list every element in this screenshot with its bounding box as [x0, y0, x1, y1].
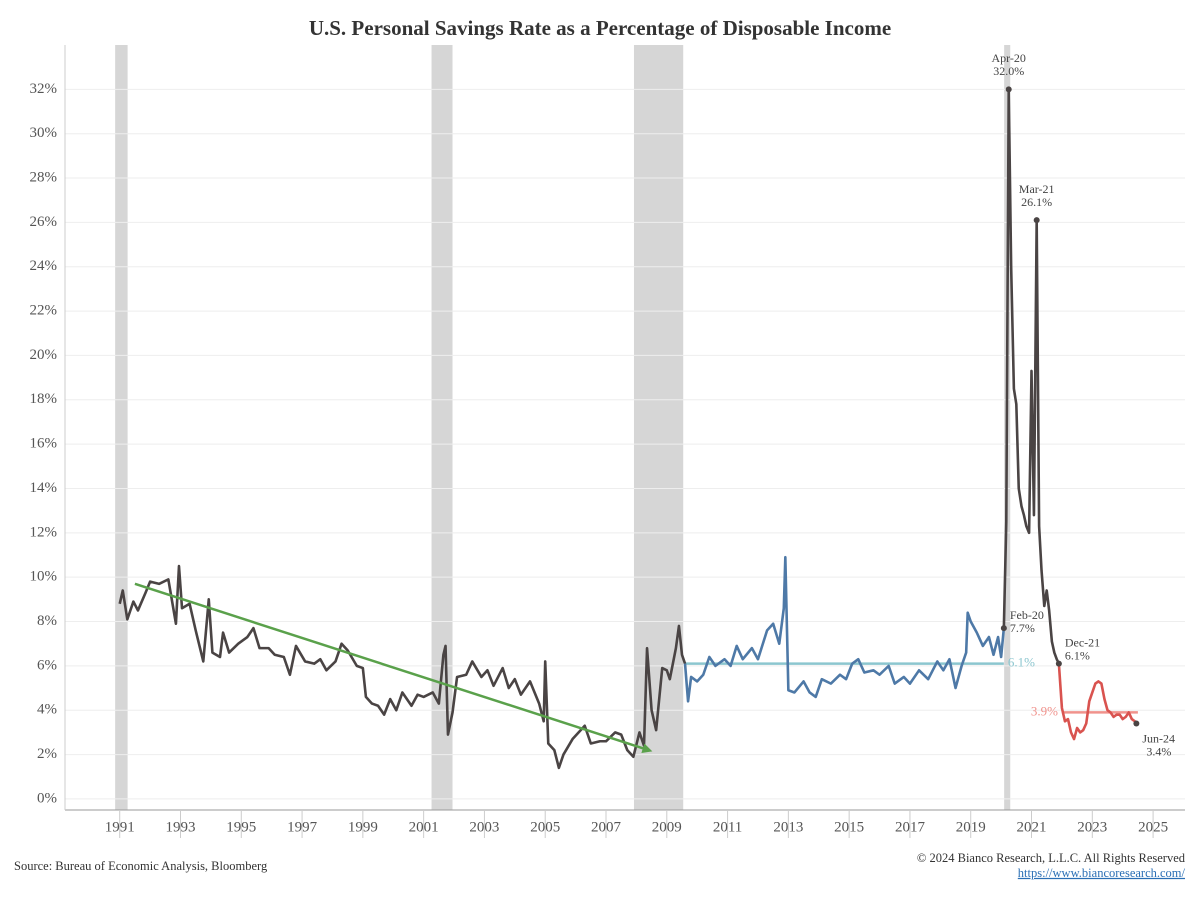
y-tick-label: 28%: [30, 169, 58, 185]
annotation-value: 32.0%: [993, 64, 1024, 78]
annotation-value: 26.1%: [1021, 195, 1052, 209]
annotation-value: 7.7%: [1010, 621, 1035, 635]
series-line: [118, 564, 687, 770]
x-tick-label: 2017: [895, 819, 926, 835]
x-tick-label: 1991: [105, 819, 135, 835]
y-tick-label: 32%: [30, 81, 58, 97]
y-tick-label: 2%: [37, 746, 57, 762]
x-tick-label: 2007: [591, 819, 622, 835]
y-tick-label: 18%: [30, 391, 58, 407]
x-tick-label: 2025: [1138, 819, 1168, 835]
x-tick-label: 1997: [287, 819, 318, 835]
x-tick-label: 2013: [773, 819, 803, 835]
x-tick-label: 2009: [652, 819, 682, 835]
annotation-label: Apr-20: [992, 51, 1026, 65]
x-tick-label: 1993: [165, 819, 195, 835]
annotation-label: Feb-20: [1010, 608, 1044, 622]
y-tick-label: 22%: [30, 303, 58, 319]
x-tick-label: 2005: [530, 819, 560, 835]
url[interactable]: https://www.biancoresearch.com/: [1018, 866, 1186, 880]
y-tick-label: 4%: [37, 702, 57, 718]
series-line: [1002, 88, 1061, 665]
x-tick-label: 2023: [1077, 819, 1107, 835]
y-tick-label: 0%: [37, 790, 57, 806]
x-tick-label: 2001: [409, 819, 439, 835]
annotation-dot: [1005, 86, 1012, 93]
annotation-dot: [1133, 720, 1140, 727]
annotation-dot: [1055, 660, 1062, 667]
annotation-dot: [1000, 625, 1007, 632]
x-tick-label: 2019: [956, 819, 986, 835]
y-tick-label: 14%: [30, 480, 58, 496]
annotation-label: Mar-21: [1019, 182, 1055, 196]
annotation-label: Dec-21: [1065, 635, 1100, 649]
x-tick-label: 2021: [1017, 819, 1047, 835]
y-tick-label: 8%: [37, 613, 57, 629]
average-label: 6.1%: [1008, 655, 1035, 670]
x-tick-label: 2003: [469, 819, 499, 835]
y-tick-label: 30%: [30, 125, 58, 141]
recession-band: [431, 45, 453, 810]
x-tick-label: 1995: [226, 819, 256, 835]
y-tick-label: 20%: [30, 347, 58, 363]
x-tick-label: 1999: [348, 819, 378, 835]
x-tick-label: 2011: [713, 819, 742, 835]
average-label: 3.9%: [1031, 703, 1058, 718]
recession-band: [115, 45, 128, 810]
recession-band: [633, 45, 684, 810]
annotation-dot: [1033, 217, 1040, 224]
y-tick-label: 26%: [30, 214, 58, 230]
y-tick-label: 12%: [30, 524, 58, 540]
series-line: [683, 555, 1006, 703]
y-tick-label: 16%: [30, 436, 58, 452]
series-line: [1057, 663, 1138, 741]
y-tick-label: 10%: [30, 569, 58, 585]
chart-title: U.S. Personal Savings Rate as a Percenta…: [309, 16, 891, 40]
y-tick-label: 6%: [37, 657, 57, 673]
copyright: © 2024 Bianco Research, L.L.C. All Right…: [917, 851, 1186, 865]
trend-arrow: [134, 582, 653, 754]
annotation-value: 3.4%: [1146, 744, 1171, 758]
annotation-label: Jun-24: [1142, 731, 1175, 745]
source: Source: Bureau of Economic Analysis, Blo…: [14, 859, 268, 873]
x-tick-label: 2015: [834, 819, 864, 835]
y-tick-label: 24%: [30, 258, 58, 274]
annotation-value: 6.1%: [1065, 648, 1090, 662]
